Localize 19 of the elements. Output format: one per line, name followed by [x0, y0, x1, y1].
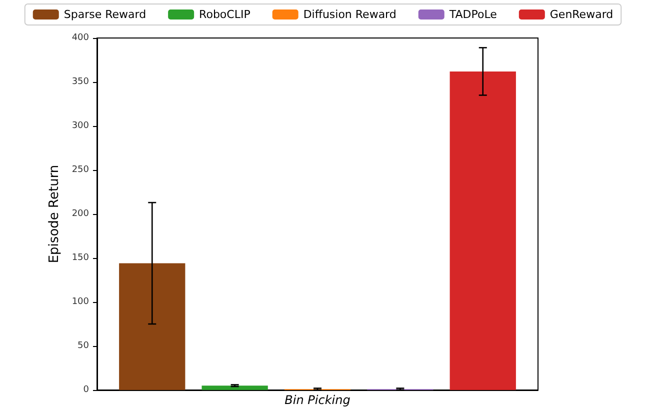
- legend-label: RoboCLIP: [199, 8, 251, 21]
- bar: [202, 386, 268, 390]
- y-tick-label: 400: [72, 33, 90, 43]
- y-tick-label: 350: [72, 77, 90, 87]
- legend-label: Diffusion Reward: [303, 8, 396, 21]
- y-tick-label: 250: [72, 165, 90, 175]
- x-tick-label: Bin Picking: [284, 393, 351, 407]
- legend-label: TADPoLe: [448, 8, 498, 21]
- y-axis-title: Episode Return: [46, 164, 62, 264]
- bar: [119, 263, 186, 390]
- y-tick-label: 50: [78, 341, 90, 351]
- y-tick-label: 200: [72, 209, 90, 219]
- legend-label: Sparse Reward: [64, 8, 146, 21]
- y-tick-label: 0: [83, 385, 90, 395]
- y-tick-label: 100: [72, 297, 90, 307]
- y-tick-label: 150: [72, 253, 90, 263]
- bar: [450, 71, 516, 390]
- y-tick-label: 300: [72, 121, 90, 131]
- legend-label: GenReward: [550, 8, 614, 21]
